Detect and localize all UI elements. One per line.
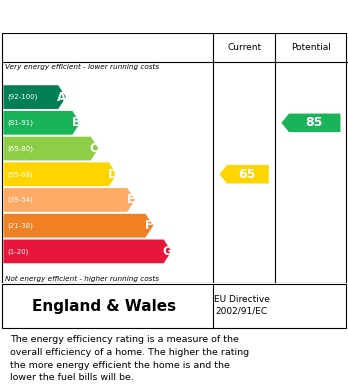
- Polygon shape: [3, 214, 153, 238]
- Text: (92-100): (92-100): [8, 94, 38, 100]
- Polygon shape: [3, 240, 172, 263]
- Text: (69-80): (69-80): [8, 145, 34, 152]
- Text: F: F: [145, 219, 153, 232]
- Text: 65: 65: [238, 168, 255, 181]
- Text: G: G: [162, 245, 172, 258]
- Text: Energy Efficiency Rating: Energy Efficiency Rating: [7, 9, 228, 24]
- Text: E: E: [127, 194, 135, 206]
- Text: EU Directive
2002/91/EC: EU Directive 2002/91/EC: [214, 295, 270, 316]
- Text: (21-38): (21-38): [8, 222, 33, 229]
- Polygon shape: [220, 165, 269, 183]
- Text: Not energy efficient - higher running costs: Not energy efficient - higher running co…: [5, 276, 159, 282]
- Text: D: D: [108, 168, 117, 181]
- Text: (39-54): (39-54): [8, 197, 33, 203]
- Text: Potential: Potential: [291, 43, 331, 52]
- Text: (1-20): (1-20): [8, 248, 29, 255]
- Polygon shape: [3, 137, 98, 160]
- Text: A: A: [57, 91, 66, 104]
- Text: C: C: [90, 142, 98, 155]
- Text: (55-68): (55-68): [8, 171, 33, 178]
- Polygon shape: [3, 85, 66, 109]
- Polygon shape: [3, 162, 117, 186]
- Text: Current: Current: [227, 43, 261, 52]
- Polygon shape: [282, 113, 340, 132]
- Text: England & Wales: England & Wales: [32, 299, 176, 314]
- Text: Very energy efficient - lower running costs: Very energy efficient - lower running co…: [5, 64, 159, 70]
- Polygon shape: [3, 111, 80, 135]
- Text: (81-91): (81-91): [8, 120, 34, 126]
- Text: 85: 85: [305, 116, 322, 129]
- Text: The energy efficiency rating is a measure of the
overall efficiency of a home. T: The energy efficiency rating is a measur…: [10, 335, 250, 382]
- Text: B: B: [71, 116, 80, 129]
- Polygon shape: [3, 188, 135, 212]
